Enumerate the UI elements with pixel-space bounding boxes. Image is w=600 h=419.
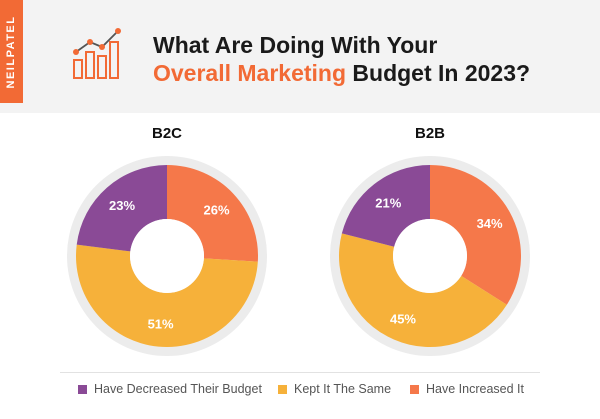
legend-swatch-decreased	[78, 384, 87, 394]
title-line-1: What Are Doing With Your	[153, 32, 438, 58]
slice-b2b-increased	[430, 165, 521, 305]
data-label-b2c-decreased: 23%	[109, 198, 135, 213]
legend-swatch-increased	[410, 384, 419, 394]
chart-title-b2b: B2B	[414, 125, 446, 142]
legend-swatch-same	[278, 384, 287, 394]
brand-strip: NEILPATEL	[0, 0, 23, 103]
legend-divider	[60, 372, 540, 373]
legend-item-same: Kept It The Same	[278, 382, 391, 396]
chart-title-b2c: B2C	[151, 125, 183, 142]
donut-charts: 26% 51% 23% 34% 45% 21%	[67, 156, 530, 356]
legend-item-increased: Have Increased It	[410, 382, 524, 396]
slice-b2c-decreased	[76, 165, 167, 252]
slice-b2c-same	[76, 244, 258, 347]
slice-b2b-decreased	[341, 165, 430, 247]
page-title: What Are Doing With Your Overall Marketi…	[153, 31, 530, 87]
data-label-b2b-decreased: 21%	[375, 195, 401, 210]
title-rest: Budget In 2023?	[346, 60, 531, 86]
data-label-b2c-same: 51%	[148, 317, 174, 332]
data-label-b2c-increased: 26%	[204, 202, 230, 217]
bar-chart-trend-icon	[73, 28, 121, 79]
slice-b2b-same	[339, 233, 507, 347]
title-accent: Overall Marketing	[153, 60, 347, 86]
donut-hole-b2b	[393, 219, 467, 293]
legend-label-increased: Have Increased It	[426, 382, 524, 396]
legend-label-decreased: Have Decreased Their Budget	[94, 382, 262, 396]
slice-b2c-increased	[167, 165, 258, 262]
donut-hole-b2c	[130, 219, 204, 293]
legend-item-decreased: Have Decreased Their Budget	[78, 382, 262, 396]
legend-label-same: Kept It The Same	[294, 382, 392, 396]
header-banner: NEILPATEL What Are Doing With Your Overa…	[0, 0, 600, 113]
title-line-2: Overall Marketing Budget In 2023?	[153, 59, 530, 87]
legend: Have Decreased Their Budget Kept It The …	[0, 380, 600, 404]
data-label-b2b-same: 45%	[390, 311, 416, 326]
data-label-b2b-increased: 34%	[477, 216, 503, 231]
